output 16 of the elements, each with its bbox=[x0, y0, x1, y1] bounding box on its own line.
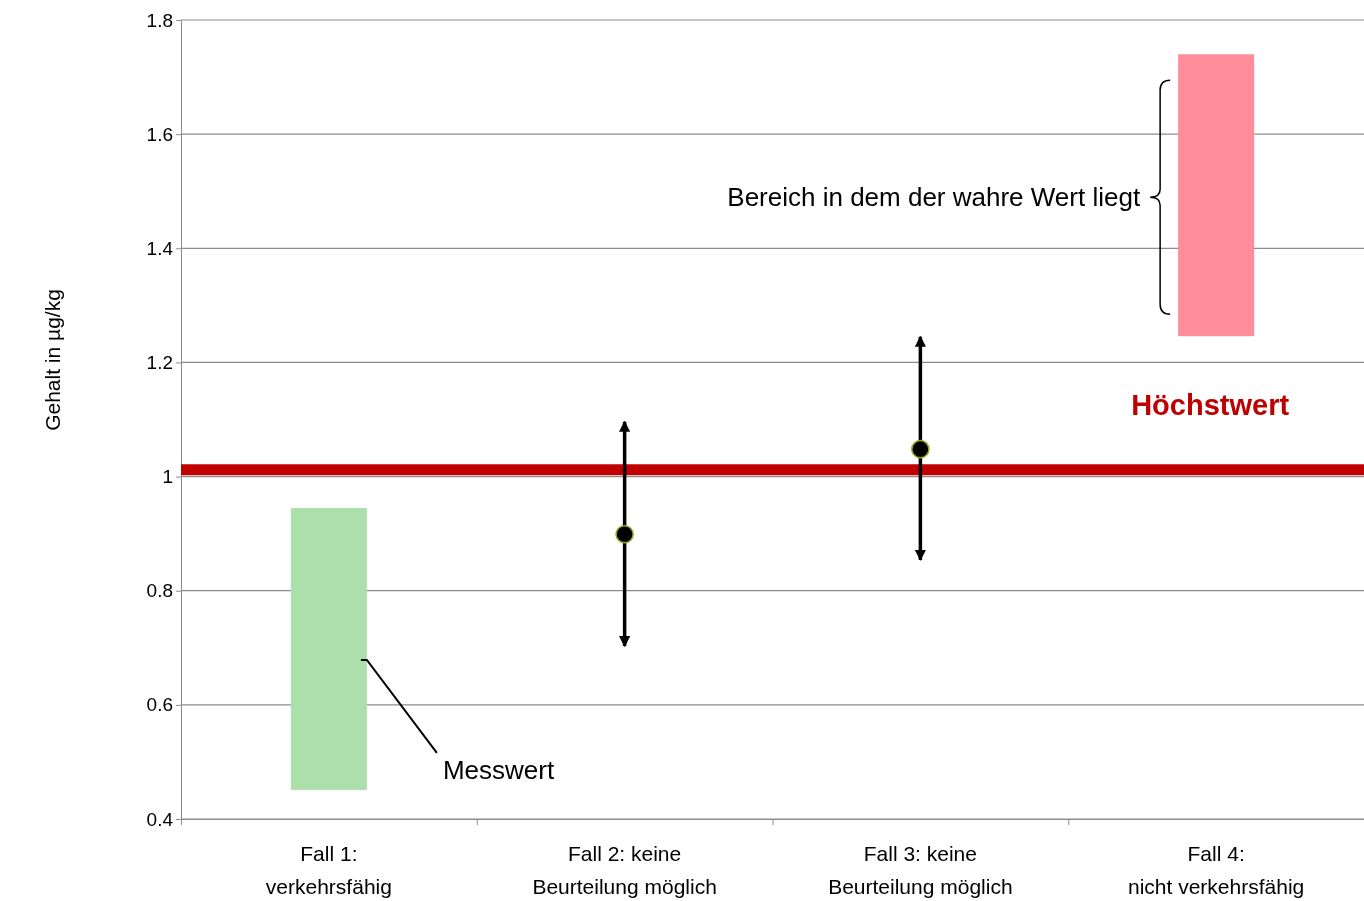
y-tick-label: 1.6 bbox=[146, 123, 173, 145]
y-tick-label: 0.8 bbox=[146, 580, 173, 602]
annotation: Bereich in dem der wahre Wert liegt bbox=[727, 182, 1141, 213]
x-tick-label: Fall 3: keine Beurteilung möglich bbox=[828, 842, 1013, 898]
y-tick-label: 1 bbox=[162, 466, 173, 488]
x-tick-label: Fall 4: nicht verkehrsfähig bbox=[1127, 842, 1305, 898]
x-tick-label: Fall 1: verkehrsfähig bbox=[265, 842, 392, 898]
y-tick-label: 0.6 bbox=[146, 694, 173, 716]
y-axis-title: Gehalt in µg/kg bbox=[41, 289, 64, 431]
ref-line-label: Höchstwert bbox=[1131, 388, 1290, 421]
y-tick-label: 1.2 bbox=[146, 352, 173, 374]
annotation: Messwert bbox=[442, 754, 555, 785]
x-tick-label: Fall 2: keine Beurteilung möglich bbox=[532, 842, 717, 898]
y-tick-label: 1.8 bbox=[146, 9, 173, 31]
y-tick-label: 0.4 bbox=[146, 808, 174, 830]
y-tick-label: 1.4 bbox=[146, 237, 174, 259]
